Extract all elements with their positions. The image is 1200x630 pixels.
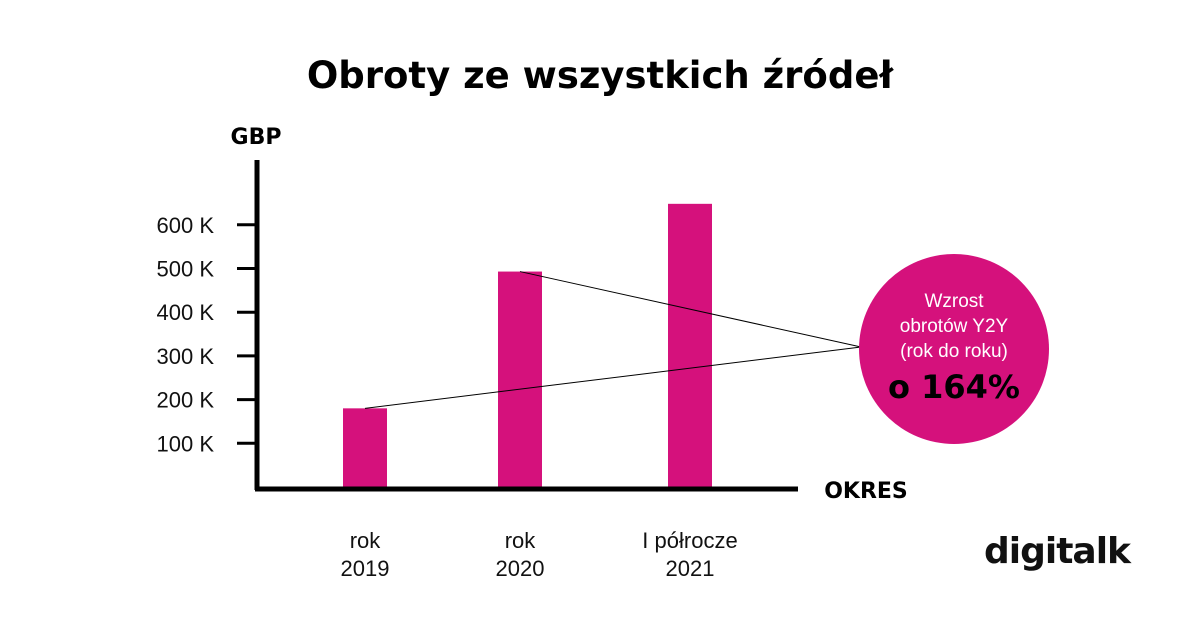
y-tick-label: 400 K: [157, 300, 215, 325]
y-tick-label: 300 K: [157, 344, 215, 369]
bar: [668, 203, 712, 487]
chart-title: Obroty ze wszystkich źródeł: [307, 54, 895, 97]
digitalk-logo: digitalk: [984, 531, 1132, 572]
callout-text: Wzrost obrotów Y2Y (rok do roku): [900, 291, 1009, 362]
x-axis-categories: rok 2019 rok 2020 I półrocze 2021: [341, 528, 738, 581]
x-category-label: I półrocze 2021: [642, 528, 737, 581]
growth-callout: Wzrost obrotów Y2Y (rok do roku) o 164%: [859, 254, 1049, 444]
y-tick-label: 600 K: [157, 213, 215, 238]
y-axis-ticks: 100 K 200 K 300 K 400 K 500 K 600 K: [157, 213, 257, 456]
callout-value: o 164%: [888, 368, 1020, 406]
y-tick-label: 200 K: [157, 388, 215, 413]
y-tick-label: 100 K: [157, 431, 215, 456]
x-category-label: rok 2020: [496, 528, 545, 581]
leader-line: [519, 271, 862, 348]
bar: [498, 271, 542, 487]
y-axis-label: GBP: [231, 125, 282, 150]
callout-circle: [859, 254, 1049, 444]
x-category-label: rok 2019: [341, 528, 390, 581]
leader-line: [364, 346, 862, 409]
x-axis-label: OKRES: [824, 479, 908, 504]
y-tick-label: 500 K: [157, 257, 215, 282]
bars: [343, 203, 712, 487]
bar: [343, 408, 387, 487]
callout-leader-lines: [364, 271, 862, 409]
